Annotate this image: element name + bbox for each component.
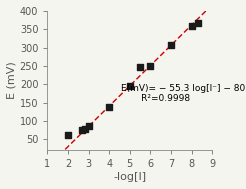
Point <box>138 65 142 68</box>
Point <box>87 125 91 128</box>
Point <box>190 24 194 27</box>
X-axis label: -log[I]: -log[I] <box>113 172 146 182</box>
Point <box>66 133 70 136</box>
Point <box>169 43 173 46</box>
Point <box>196 21 200 24</box>
Point <box>107 105 111 108</box>
Point <box>80 129 84 132</box>
Y-axis label: E (mV): E (mV) <box>7 62 17 99</box>
Point <box>148 64 152 67</box>
Point <box>128 84 132 87</box>
Point <box>84 127 88 130</box>
Text: E(mV)= − 55.3 log[I⁻] − 80.7
       R²=0.9998: E(mV)= − 55.3 log[I⁻] − 80.7 R²=0.9998 <box>121 84 246 103</box>
